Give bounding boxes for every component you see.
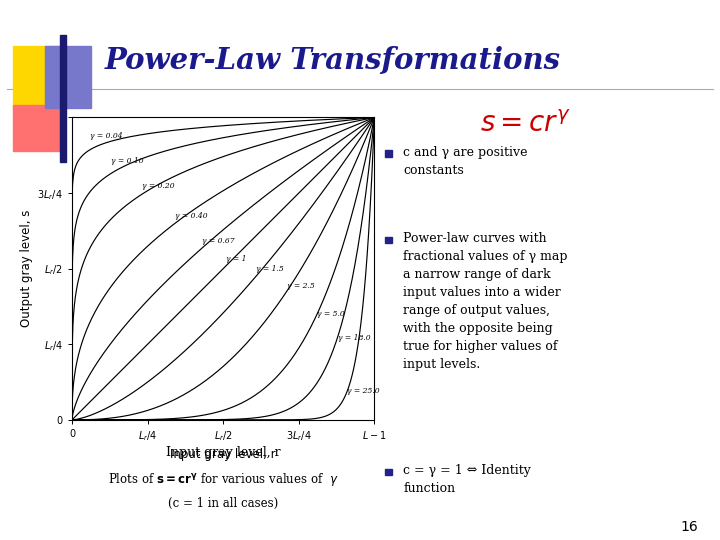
Text: γ = 0.67: γ = 0.67 [202,237,235,245]
Text: γ = 2.5: γ = 2.5 [287,282,315,290]
Text: Power-Law Transformations: Power-Law Transformations [104,46,560,75]
Text: γ = 5.0: γ = 5.0 [317,310,345,318]
Text: γ = 1: γ = 1 [226,254,247,262]
Text: γ = 18.0: γ = 18.0 [338,334,371,342]
Text: c = γ = 1 ⇔ Identity
function: c = γ = 1 ⇔ Identity function [403,464,531,495]
Text: γ = 0.20: γ = 0.20 [142,183,174,191]
Text: γ = 0.10: γ = 0.10 [112,157,144,165]
Text: $\mathit{s = cr^{\gamma}}$: $\mathit{s = cr^{\gamma}}$ [480,111,571,138]
Y-axis label: Output gray level, s: Output gray level, s [20,210,33,327]
Text: Plots of $\mathit{\mathbf{s = cr^{\gamma}}}$ for various values of  $\gamma$: Plots of $\mathit{\mathbf{s = cr^{\gamma… [108,471,338,488]
Text: 16: 16 [680,519,698,534]
Text: γ = 25.0: γ = 25.0 [347,387,380,395]
Text: Power-law curves with
fractional values of γ map
a narrow range of dark
input va: Power-law curves with fractional values … [403,232,567,371]
Text: (c = 1 in all cases): (c = 1 in all cases) [168,496,279,510]
Text: Input gray level, r: Input gray level, r [166,446,281,460]
Text: c and γ are positive
constants: c and γ are positive constants [403,146,528,177]
X-axis label: Input gray level, r: Input gray level, r [171,448,276,461]
Text: γ = 0.40: γ = 0.40 [175,212,207,220]
Text: γ = 0.04: γ = 0.04 [90,132,123,140]
Text: γ = 1.5: γ = 1.5 [256,265,284,273]
